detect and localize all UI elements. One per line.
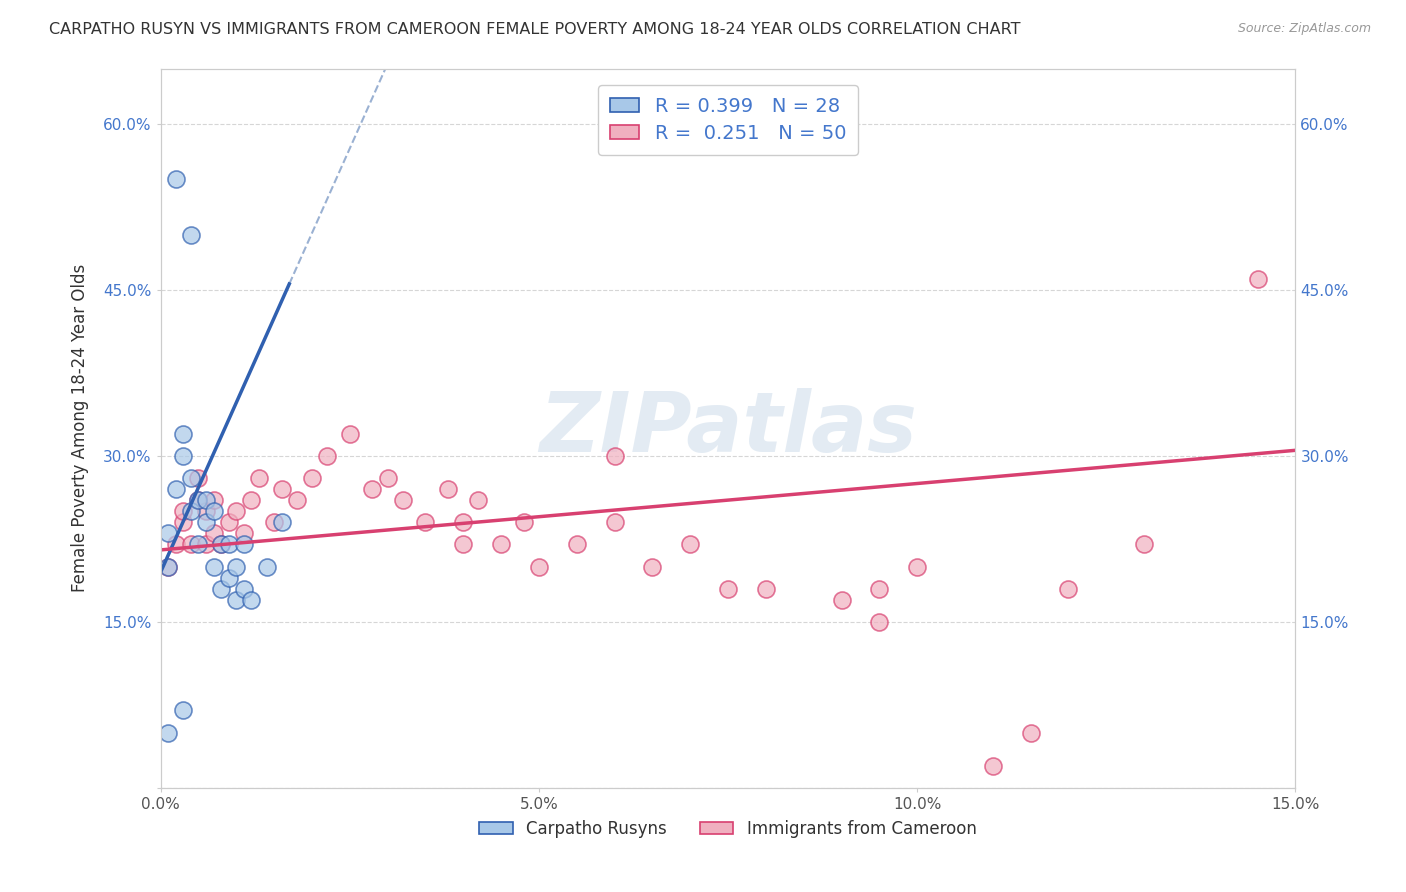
Point — [225, 559, 247, 574]
Point — [172, 449, 194, 463]
Point — [225, 592, 247, 607]
Point — [157, 559, 180, 574]
Point — [1057, 582, 1080, 596]
Point — [240, 592, 263, 607]
Point — [187, 493, 209, 508]
Point — [831, 592, 853, 607]
Point — [679, 537, 702, 551]
Point — [209, 537, 232, 551]
Point — [157, 725, 180, 739]
Text: CARPATHO RUSYN VS IMMIGRANTS FROM CAMEROON FEMALE POVERTY AMONG 18-24 YEAR OLDS : CARPATHO RUSYN VS IMMIGRANTS FROM CAMERO… — [49, 22, 1021, 37]
Point — [157, 526, 180, 541]
Point — [157, 559, 180, 574]
Point — [270, 482, 292, 496]
Point — [172, 703, 194, 717]
Point — [603, 515, 626, 529]
Point — [437, 482, 460, 496]
Point — [451, 537, 474, 551]
Point — [195, 504, 218, 518]
Point — [187, 471, 209, 485]
Point — [361, 482, 384, 496]
Point — [180, 537, 202, 551]
Point — [905, 559, 928, 574]
Point — [165, 172, 187, 186]
Text: Source: ZipAtlas.com: Source: ZipAtlas.com — [1237, 22, 1371, 36]
Point — [1133, 537, 1156, 551]
Point — [187, 537, 209, 551]
Point — [172, 515, 194, 529]
Point — [247, 471, 270, 485]
Point — [301, 471, 323, 485]
Point — [232, 582, 254, 596]
Point — [240, 493, 263, 508]
Point — [1246, 272, 1268, 286]
Point — [180, 227, 202, 242]
Point — [187, 493, 209, 508]
Point — [270, 515, 292, 529]
Point — [513, 515, 536, 529]
Point — [172, 426, 194, 441]
Point — [218, 537, 240, 551]
Point — [256, 559, 278, 574]
Point — [285, 493, 308, 508]
Point — [218, 515, 240, 529]
Point — [172, 504, 194, 518]
Point — [202, 493, 225, 508]
Point — [209, 537, 232, 551]
Point — [755, 582, 778, 596]
Point — [232, 537, 254, 551]
Point — [467, 493, 489, 508]
Point — [489, 537, 512, 551]
Point — [218, 571, 240, 585]
Point — [316, 449, 339, 463]
Point — [165, 537, 187, 551]
Point — [565, 537, 588, 551]
Point — [391, 493, 413, 508]
Point — [202, 504, 225, 518]
Point — [451, 515, 474, 529]
Point — [195, 493, 218, 508]
Point — [232, 526, 254, 541]
Point — [165, 482, 187, 496]
Point — [202, 559, 225, 574]
Point — [180, 504, 202, 518]
Point — [339, 426, 361, 441]
Text: ZIPatlas: ZIPatlas — [538, 388, 917, 468]
Point — [209, 582, 232, 596]
Point — [415, 515, 437, 529]
Point — [717, 582, 740, 596]
Point — [202, 526, 225, 541]
Point — [981, 758, 1004, 772]
Point — [527, 559, 550, 574]
Point — [195, 537, 218, 551]
Point — [263, 515, 285, 529]
Y-axis label: Female Poverty Among 18-24 Year Olds: Female Poverty Among 18-24 Year Olds — [72, 264, 89, 592]
Point — [1019, 725, 1042, 739]
Point — [377, 471, 399, 485]
Point — [641, 559, 664, 574]
Legend: Carpatho Rusyns, Immigrants from Cameroon: Carpatho Rusyns, Immigrants from Cameroo… — [472, 813, 983, 844]
Point — [603, 449, 626, 463]
Point — [180, 471, 202, 485]
Point — [225, 504, 247, 518]
Point — [868, 582, 890, 596]
Point — [868, 615, 890, 629]
Point — [195, 515, 218, 529]
